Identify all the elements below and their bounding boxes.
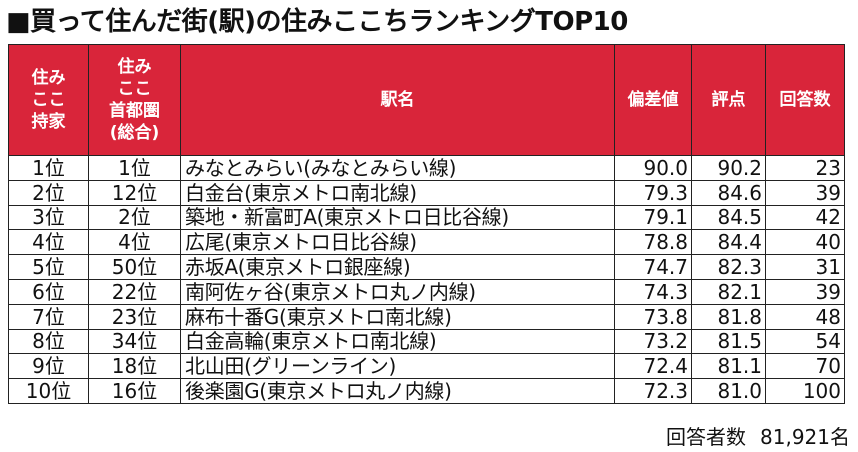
- cell-station: みなとみらい(みなとみらい線): [180, 155, 615, 181]
- cell-rank-overall: 2位: [88, 204, 181, 231]
- respondent-label: 回答者数: [666, 425, 747, 449]
- cell-station: 白金高輪(東京メトロ南北線): [180, 328, 615, 355]
- cell-rank-owned: 1位: [8, 155, 89, 181]
- cell-rank-overall: 12位: [88, 179, 181, 206]
- cell-score: 90.2: [691, 155, 766, 181]
- cell-rank-owned: 5位: [8, 254, 89, 280]
- cell-responses: 42: [765, 204, 845, 231]
- cell-rank-overall: 18位: [88, 353, 181, 380]
- cell-responses: 100: [765, 378, 845, 404]
- cell-rank-overall: 23位: [88, 303, 181, 330]
- table-row: 9位 18位 北山田(グリーンライン) 72.4 81.1 70: [8, 353, 845, 380]
- cell-score: 81.1: [691, 353, 766, 380]
- cell-responses: 39: [765, 179, 845, 206]
- table-row: 1位 1位 みなとみらい(みなとみらい線) 90.0 90.2 23: [8, 155, 845, 181]
- cell-deviation: 90.0: [614, 155, 692, 181]
- cell-rank-owned: 9位: [8, 353, 89, 380]
- cell-responses: 39: [765, 278, 845, 305]
- cell-rank-owned: 10位: [8, 378, 89, 404]
- cell-responses: 31: [765, 254, 845, 280]
- cell-responses: 40: [765, 229, 845, 256]
- cell-rank-owned: 6位: [8, 278, 89, 305]
- table-row: 6位 22位 南阿佐ヶ谷(東京メトロ丸ノ内線) 74.3 82.1 39: [8, 278, 845, 305]
- header-rank-overall: 住み ここ 首都圏 (総合): [88, 44, 181, 156]
- table-row: 10位 16位 後楽園G(東京メトロ丸ノ内線) 72.3 81.0 100: [8, 378, 845, 404]
- cell-responses: 48: [765, 303, 845, 330]
- cell-score: 82.1: [691, 278, 766, 305]
- cell-deviation: 72.4: [614, 353, 692, 380]
- cell-deviation: 74.7: [614, 254, 692, 280]
- cell-score: 84.4: [691, 229, 766, 256]
- respondent-total: 回答者数 81,921名: [666, 424, 850, 450]
- cell-rank-owned: 2位: [8, 179, 89, 206]
- cell-responses: 23: [765, 155, 845, 181]
- cell-deviation: 72.3: [614, 378, 692, 404]
- table-row: 7位 23位 麻布十番G(東京メトロ南北線) 73.8 81.8 48: [8, 303, 845, 330]
- cell-deviation: 78.8: [614, 229, 692, 256]
- cell-score: 84.6: [691, 179, 766, 206]
- cell-rank-overall: 34位: [88, 328, 181, 355]
- cell-deviation: 73.8: [614, 303, 692, 330]
- header-station: 駅名: [180, 44, 615, 156]
- cell-score: 81.5: [691, 328, 766, 355]
- cell-station: 北山田(グリーンライン): [180, 353, 615, 380]
- respondent-count: 81,921名: [760, 425, 850, 449]
- table-row: 3位 2位 築地・新富町A(東京メトロ日比谷線) 79.1 84.5 42: [8, 204, 845, 231]
- cell-rank-overall: 4位: [88, 229, 181, 256]
- ranking-table: 住み ここ 持家 住み ここ 首都圏 (総合) 駅名 偏差値 評点 回答数 1位…: [8, 44, 845, 404]
- cell-station: 築地・新富町A(東京メトロ日比谷線): [180, 204, 615, 231]
- cell-rank-overall: 22位: [88, 278, 181, 305]
- cell-rank-owned: 4位: [8, 229, 89, 256]
- table-header-row: 住み ここ 持家 住み ここ 首都圏 (総合) 駅名 偏差値 評点 回答数: [8, 44, 845, 156]
- cell-station: 赤坂A(東京メトロ銀座線): [180, 254, 615, 280]
- cell-station: 白金台(東京メトロ南北線): [180, 179, 615, 206]
- cell-deviation: 79.1: [614, 204, 692, 231]
- cell-station: 後楽園G(東京メトロ丸ノ内線): [180, 378, 615, 404]
- cell-score: 81.0: [691, 378, 766, 404]
- cell-rank-owned: 7位: [8, 303, 89, 330]
- cell-deviation: 73.2: [614, 328, 692, 355]
- cell-score: 81.8: [691, 303, 766, 330]
- header-deviation: 偏差値: [614, 44, 692, 156]
- cell-deviation: 74.3: [614, 278, 692, 305]
- cell-responses: 54: [765, 328, 845, 355]
- page-title: ■買って住んだ街(駅)の住みここちランキングTOP10: [6, 7, 628, 37]
- cell-station: 南阿佐ヶ谷(東京メトロ丸ノ内線): [180, 278, 615, 305]
- cell-station: 麻布十番G(東京メトロ南北線): [180, 303, 615, 330]
- table-row: 5位 50位 赤坂A(東京メトロ銀座線) 74.7 82.3 31: [8, 254, 845, 280]
- cell-rank-owned: 8位: [8, 328, 89, 355]
- header-responses: 回答数: [765, 44, 845, 156]
- cell-rank-overall: 1位: [88, 155, 181, 181]
- cell-station: 広尾(東京メトロ日比谷線): [180, 229, 615, 256]
- table-row: 4位 4位 広尾(東京メトロ日比谷線) 78.8 84.4 40: [8, 229, 845, 256]
- table-row: 8位 34位 白金高輪(東京メトロ南北線) 73.2 81.5 54: [8, 328, 845, 355]
- cell-responses: 70: [765, 353, 845, 380]
- header-score: 評点: [691, 44, 766, 156]
- header-rank-owned: 住み ここ 持家: [8, 44, 89, 156]
- cell-rank-overall: 50位: [88, 254, 181, 280]
- cell-score: 84.5: [691, 204, 766, 231]
- cell-score: 82.3: [691, 254, 766, 280]
- table-row: 2位 12位 白金台(東京メトロ南北線) 79.3 84.6 39: [8, 179, 845, 206]
- cell-rank-owned: 3位: [8, 204, 89, 231]
- cell-rank-overall: 16位: [88, 378, 181, 404]
- cell-deviation: 79.3: [614, 179, 692, 206]
